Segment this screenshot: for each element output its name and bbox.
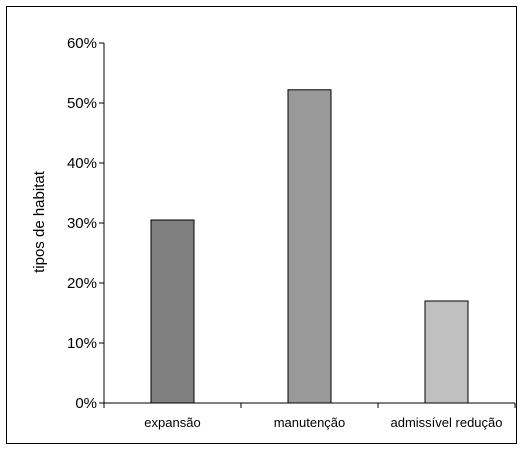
y-tick-label: 40%	[67, 155, 97, 172]
y-axis-title: tipos de habitat	[31, 170, 48, 273]
y-tick-label: 0%	[75, 395, 97, 412]
y-tick-label: 10%	[67, 335, 97, 352]
x-tick-label: expansão	[144, 415, 200, 430]
bar	[287, 89, 332, 404]
bars	[150, 89, 469, 404]
y-axis: 0% 10% 20% 30% 40% 50% 60%	[67, 35, 105, 412]
y-tick-label: 60%	[67, 35, 97, 52]
x-tick-label: manutenção	[274, 415, 346, 430]
y-tick-label: 20%	[67, 275, 97, 292]
x-tick-label: admissível redução	[391, 415, 503, 430]
y-tick-label: 30%	[67, 215, 97, 232]
y-tick-label: 50%	[67, 95, 97, 112]
x-axis: expansão manutenção admissível redução	[103, 402, 516, 430]
bar	[150, 219, 195, 404]
bar	[424, 300, 469, 404]
